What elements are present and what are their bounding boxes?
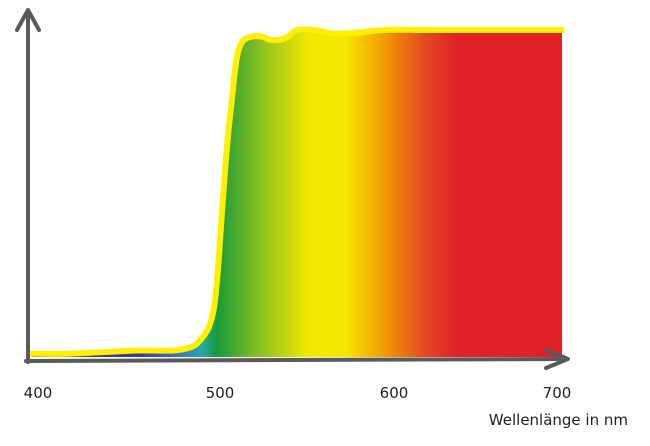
axes: [15, 8, 570, 370]
x-axis: [24, 357, 568, 363]
x-tick-labels: 400 500 600 700: [24, 384, 572, 402]
x-tick-label-700: 700: [543, 384, 572, 402]
x-tick-label-600: 600: [380, 384, 409, 402]
x-tick-label-500: 500: [206, 384, 235, 402]
x-axis-label: Wellenlänge in nm: [489, 411, 628, 429]
x-axis-arrowhead: [544, 348, 570, 370]
transmission-area: [32, 29, 562, 358]
x-tick-label-400: 400: [24, 384, 53, 402]
y-axis-arrowhead: [15, 8, 41, 32]
plot-area: [29, 26, 565, 358]
transmission-curve: [29, 26, 565, 357]
